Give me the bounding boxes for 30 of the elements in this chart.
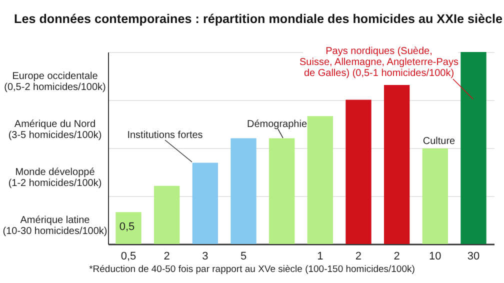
- text: Monde développé (1-2 homicides/100k): [8, 167, 102, 189]
- chart-title: Les données contemporaines : répartition mondiale des homicides au XXIe siècle: [14, 12, 502, 26]
- x-tick-label: 5: [240, 250, 247, 262]
- bar: [346, 100, 372, 244]
- text: Europe occidentale (0,5-2 homicides/100k): [4, 71, 106, 93]
- annotation: Institutions fortes: [127, 130, 203, 141]
- bar: [268, 138, 295, 244]
- bar: [384, 85, 410, 244]
- bar: [154, 186, 180, 244]
- text: *Réduction de 40-50 fois par rapport au XVe siècle (100-150 homicides/100k): [89, 264, 415, 275]
- bar: [422, 148, 448, 244]
- x-tick-label: 2: [394, 250, 400, 262]
- x-tick-label: 1: [317, 250, 324, 262]
- text: Amérique du Nord (3-5 homicides/100k): [8, 119, 102, 141]
- annotation: 0,5: [119, 221, 135, 233]
- bar: [192, 162, 218, 244]
- bar: [460, 52, 486, 244]
- annotation: Culture: [422, 136, 456, 147]
- annotation: Démographie: [246, 119, 308, 130]
- bar: [230, 138, 256, 244]
- bar: [307, 116, 334, 244]
- text: Amérique latine (10-30 homicides/100k): [2, 215, 108, 237]
- x-tick-label: 0,5: [120, 250, 136, 262]
- x-tick-label: 30: [467, 250, 480, 262]
- x-tick-label: 2: [355, 250, 362, 262]
- annotation: Pays nordiques (Suède, Suisse, Allemagne, Angleterre-Pays de Galles) (0,5-1 homicides/100k): [300, 46, 458, 79]
- x-tick-label: 2: [164, 250, 170, 262]
- x-tick-label: 3: [202, 250, 208, 262]
- bar: [116, 212, 142, 244]
- x-tick-label: 10: [429, 250, 442, 262]
